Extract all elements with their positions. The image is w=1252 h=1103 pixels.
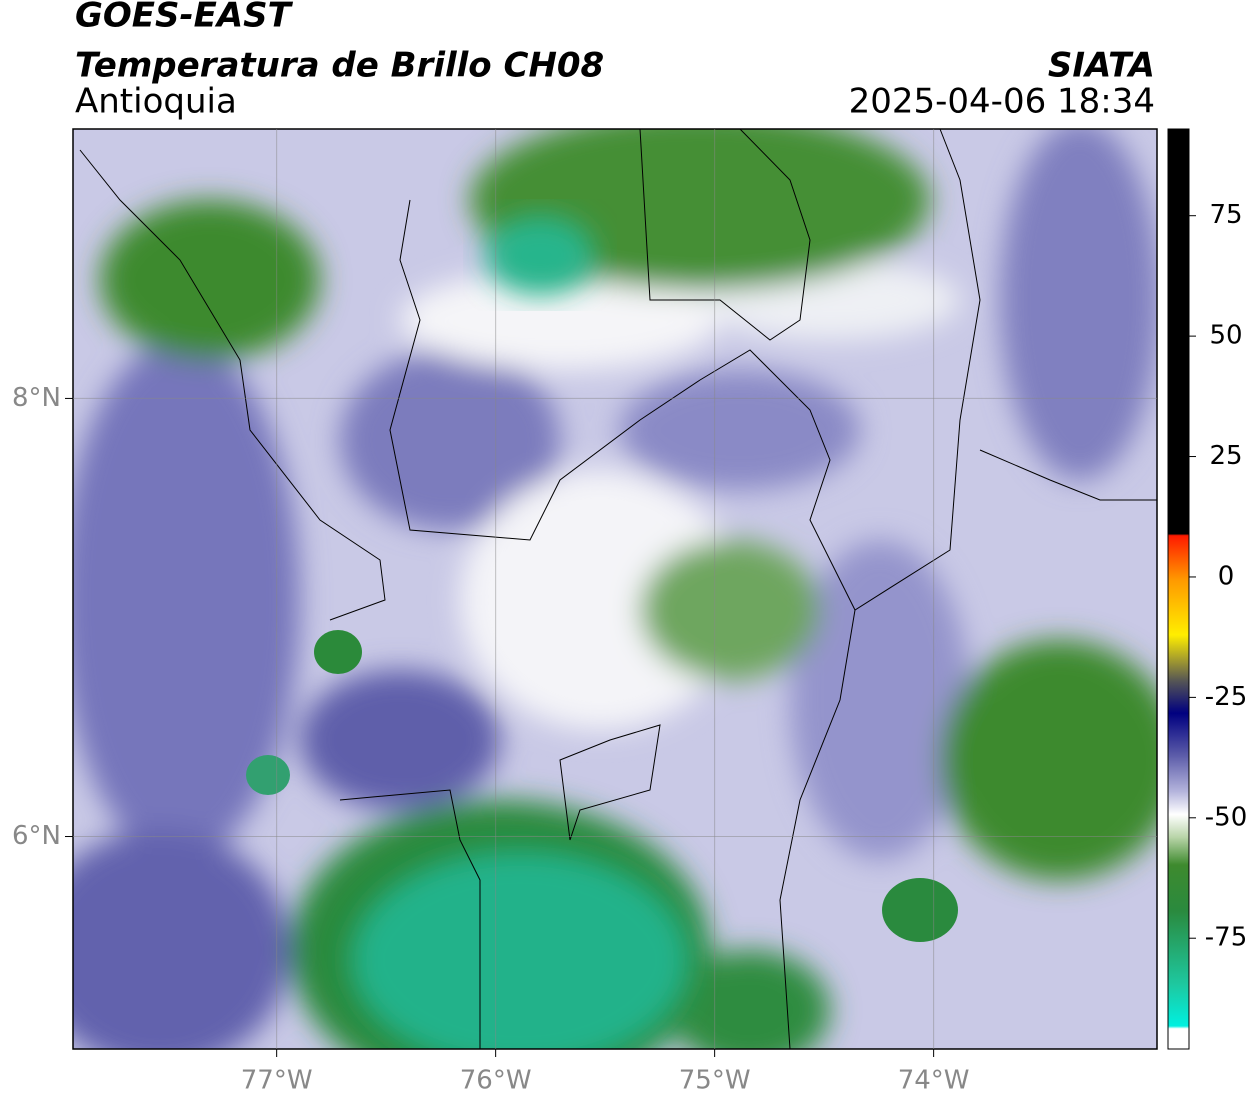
colorbar-tick-label: 0 (1218, 561, 1235, 591)
map-frame (72, 128, 1158, 1050)
x-tick-label: 76°W (460, 1066, 532, 1096)
colorbar-tick-label: 25 (1209, 441, 1242, 471)
colorbar-tick-label: -75 (1205, 923, 1247, 953)
title: GOES-EAST (75, 0, 294, 36)
colorbar-tick-label: 75 (1209, 200, 1242, 230)
satellite-image (73, 129, 1157, 1049)
y-tick-label: 8°N (12, 383, 61, 413)
colorbar-tick-label: 50 (1209, 321, 1242, 351)
colorbar (1167, 128, 1190, 1050)
colorbar-tick-label: -25 (1205, 682, 1247, 712)
x-tick-label: 75°W (679, 1066, 751, 1096)
source: SIATA (1048, 46, 1155, 86)
subtitle: Temperatura de Brillo CH08 (75, 46, 604, 86)
x-tick-label: 77°W (241, 1066, 313, 1096)
x-tick-label: 74°W (898, 1066, 970, 1096)
colorbar-tick-label: -50 (1205, 802, 1247, 832)
y-tick-label: 6°N (12, 821, 61, 851)
datetime: 2025-04-06 18:34 (849, 82, 1155, 122)
region: Antioquia (75, 82, 237, 122)
